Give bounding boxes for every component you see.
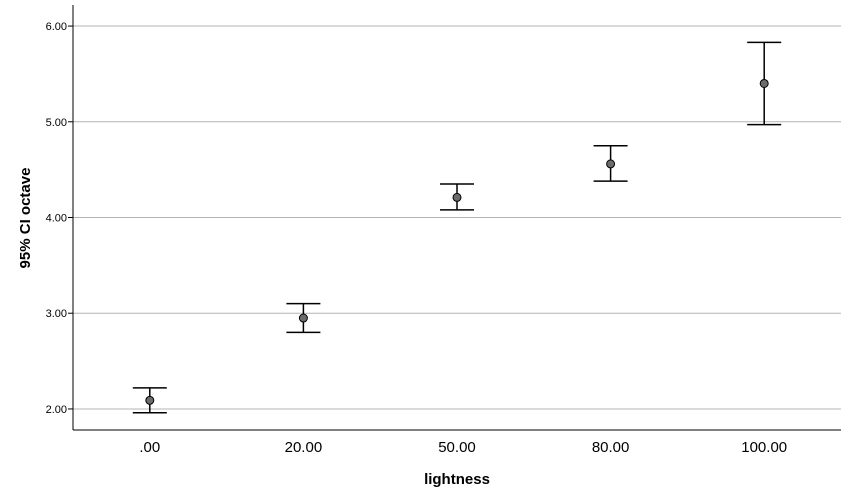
- error-bar-group: [286, 302, 321, 334]
- x-tick-label: 80.00: [592, 439, 630, 456]
- y-axis-title: 95% CI octave: [17, 168, 34, 269]
- mean-point: [606, 159, 616, 169]
- x-tick-label: 100.00: [741, 439, 787, 456]
- y-tick-label: 5.00: [46, 117, 67, 129]
- y-tick-label: 4.00: [46, 213, 67, 225]
- y-axis-ticks: 2.00 3.00 4.00 5.00 6.00: [46, 21, 73, 416]
- x-axis-title: lightness: [424, 471, 490, 488]
- mean-point: [145, 395, 155, 405]
- y-tick-label: 2.00: [46, 404, 67, 416]
- x-tick-label: 50.00: [438, 439, 476, 456]
- y-tick-label: 6.00: [46, 21, 67, 33]
- x-tick-label: .00: [139, 439, 160, 456]
- mean-point: [452, 192, 462, 202]
- x-tick-label: 20.00: [285, 439, 323, 456]
- y-tick-label: 3.00: [46, 308, 67, 320]
- gridlines: [73, 25, 841, 410]
- mean-point: [759, 78, 769, 88]
- error-bar-group: [747, 41, 782, 126]
- mean-point: [298, 313, 308, 323]
- error-bar-group: [440, 183, 474, 211]
- error-bars: [132, 41, 782, 414]
- error-bar-group: [593, 144, 628, 182]
- x-axis-ticks: .00 20.00 50.00 80.00 100.00: [139, 439, 787, 456]
- error-bar-group: [132, 387, 167, 414]
